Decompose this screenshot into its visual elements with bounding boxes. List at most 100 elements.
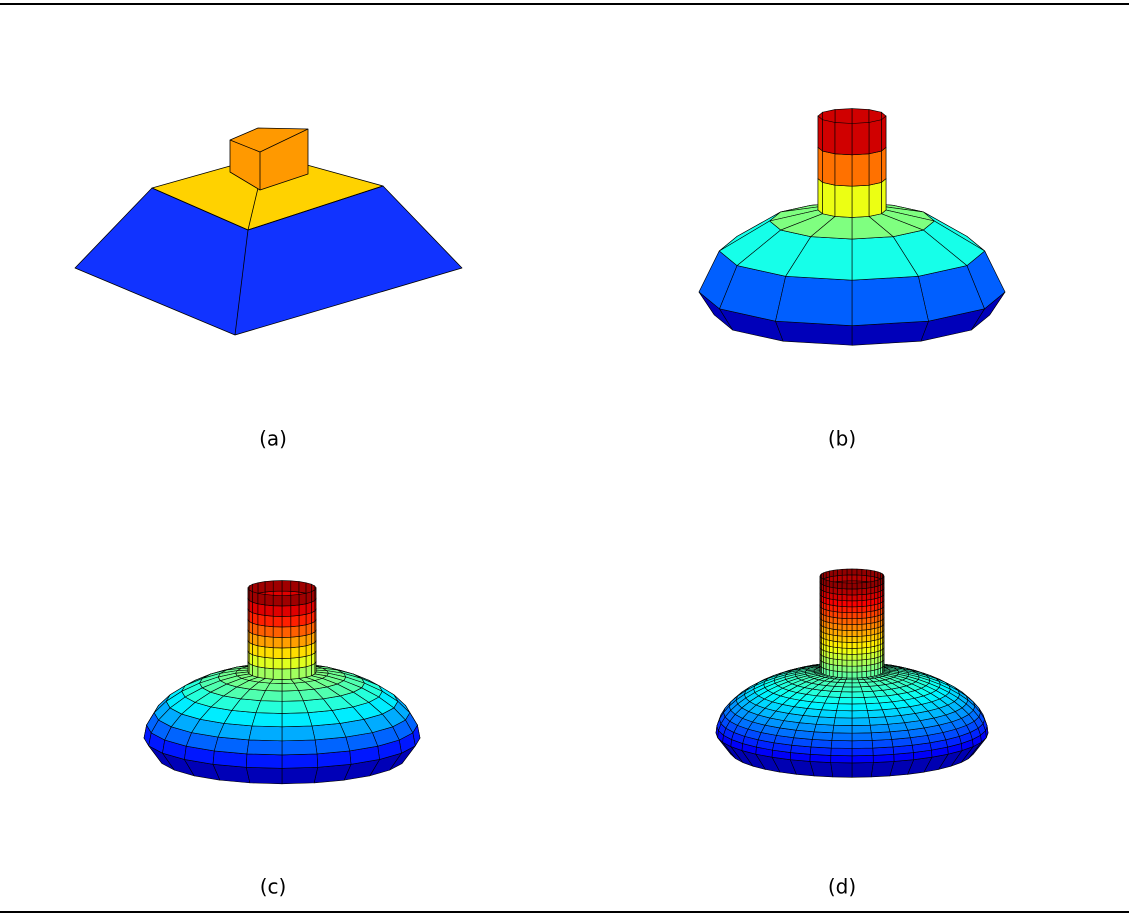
mesh-face (298, 624, 307, 637)
mesh-face (832, 611, 838, 619)
mesh-face (856, 623, 863, 631)
mesh-face (861, 611, 867, 619)
mesh-face (861, 605, 867, 613)
mesh-face (856, 574, 863, 582)
mesh-face (856, 635, 863, 643)
mesh-face (851, 594, 858, 602)
mesh-face (844, 679, 853, 684)
mesh-face (851, 686, 863, 693)
mesh-face (866, 616, 872, 625)
mesh-face (841, 606, 848, 613)
mesh-face (851, 275, 929, 326)
mesh-face (811, 731, 834, 741)
mesh-face (851, 588, 858, 596)
mesh-face (846, 659, 853, 667)
mesh-face (856, 629, 863, 637)
mesh-face (818, 709, 837, 719)
mesh-face (252, 633, 259, 647)
mesh-face (846, 568, 853, 576)
mesh-face (874, 579, 879, 588)
mesh-face (837, 653, 843, 661)
mesh-face (851, 740, 874, 749)
mesh-face (829, 580, 834, 588)
mesh-face (832, 640, 838, 648)
mesh-face (841, 647, 848, 655)
mesh-face (305, 664, 312, 678)
mesh-face (861, 659, 867, 667)
mesh-face (866, 575, 872, 583)
mesh-face (837, 593, 843, 601)
mesh-face (281, 580, 292, 592)
mesh-face (851, 671, 858, 679)
mesh-face (861, 623, 867, 631)
mesh-face (851, 624, 858, 631)
mesh-face (842, 682, 853, 688)
mesh-face (830, 740, 853, 749)
mesh-face (881, 115, 887, 152)
mesh-face (866, 611, 872, 619)
mesh-face (832, 664, 838, 672)
mesh-face (846, 594, 853, 602)
mesh-face (856, 641, 863, 649)
mesh-face (252, 664, 259, 678)
mesh-face (870, 569, 875, 578)
mesh-face (841, 618, 848, 625)
mesh-face (829, 657, 834, 666)
mesh-face (264, 657, 274, 670)
mesh-face (832, 581, 838, 589)
mesh-face (281, 657, 292, 670)
mesh-face (290, 667, 300, 680)
mesh-face (281, 700, 309, 714)
mesh-face (290, 604, 300, 617)
mesh-face (829, 598, 834, 606)
mesh-face (866, 652, 872, 660)
mesh-face (817, 115, 823, 152)
mesh-face (870, 622, 875, 630)
mesh-face (245, 753, 283, 769)
mesh-face (829, 645, 834, 654)
mesh-face (881, 178, 887, 215)
mesh-face (861, 574, 867, 582)
mesh-face (305, 601, 312, 615)
mesh-face (832, 616, 838, 625)
mesh-face (829, 610, 834, 618)
mesh-face (868, 119, 882, 155)
mesh-face (846, 606, 853, 614)
mesh-face (870, 604, 875, 612)
mesh-face (851, 574, 858, 582)
mesh-face (252, 622, 259, 636)
mesh-face (837, 635, 843, 643)
mesh-face (252, 601, 259, 615)
mesh-face (290, 625, 300, 638)
mesh-face (841, 600, 848, 608)
mesh-face (290, 636, 300, 649)
mesh-face (311, 589, 316, 603)
mesh-face (257, 592, 266, 606)
mesh-face (305, 654, 312, 668)
mesh-face (829, 616, 834, 624)
mesh-face (830, 747, 853, 757)
mesh-face (257, 603, 266, 616)
mesh-face (839, 691, 853, 698)
mesh-face (281, 753, 319, 769)
mesh-face (861, 581, 867, 589)
mesh-face (252, 643, 259, 657)
mesh-face (861, 665, 867, 673)
mesh-face (846, 624, 853, 631)
mesh-shapes (143, 108, 1006, 785)
mesh-face (837, 587, 843, 595)
mesh-face (866, 599, 872, 607)
mesh-face (846, 612, 853, 619)
mesh-face (851, 122, 870, 156)
mesh-face (825, 570, 830, 579)
mesh-face (856, 594, 863, 602)
mesh-face (846, 671, 853, 679)
mesh-face (836, 703, 853, 712)
mesh-face (861, 641, 867, 649)
mesh-face (837, 697, 853, 705)
mesh-face (832, 622, 838, 631)
mesh-face (257, 613, 266, 627)
mesh-face (829, 569, 834, 578)
mesh-face (813, 723, 835, 734)
mesh-face (272, 657, 283, 670)
